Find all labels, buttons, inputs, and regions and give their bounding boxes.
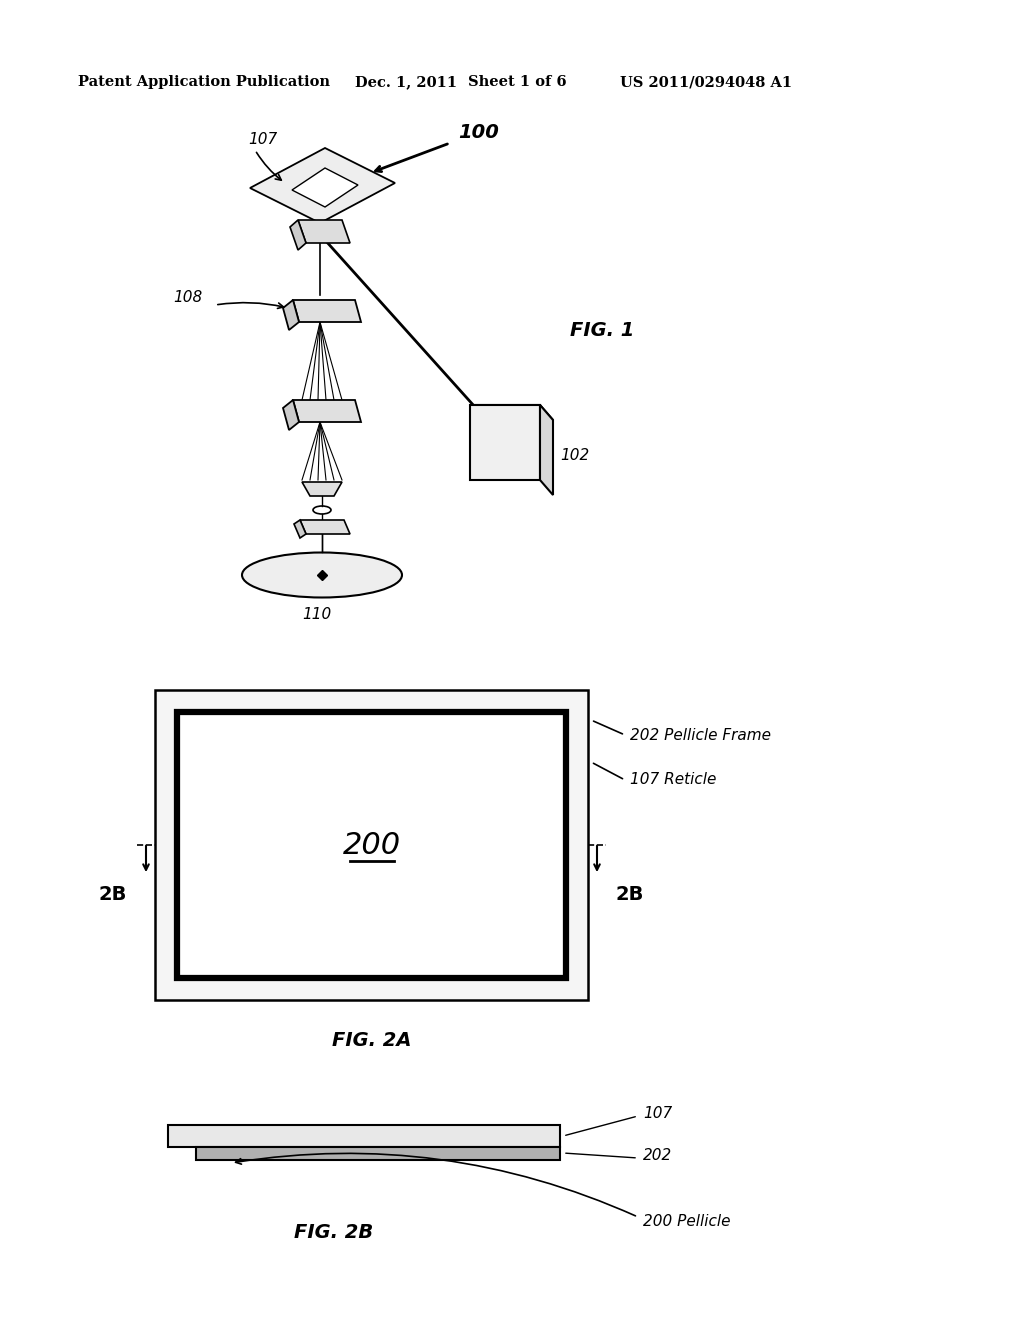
Text: 200 Pellicle: 200 Pellicle xyxy=(643,1214,730,1229)
Polygon shape xyxy=(290,220,306,249)
Polygon shape xyxy=(470,405,553,420)
Polygon shape xyxy=(470,405,540,480)
Text: 108: 108 xyxy=(173,290,202,305)
Text: FIG. 2B: FIG. 2B xyxy=(294,1222,374,1242)
Polygon shape xyxy=(540,405,553,495)
Bar xyxy=(155,690,588,1001)
Polygon shape xyxy=(250,148,395,223)
Polygon shape xyxy=(298,220,350,243)
Polygon shape xyxy=(302,482,342,496)
Text: Sheet 1 of 6: Sheet 1 of 6 xyxy=(468,75,566,88)
Text: 202: 202 xyxy=(643,1148,672,1163)
Polygon shape xyxy=(300,520,350,535)
Text: 107: 107 xyxy=(643,1106,672,1122)
Ellipse shape xyxy=(242,553,402,598)
Text: 107: 107 xyxy=(248,132,278,148)
Text: 2B: 2B xyxy=(615,886,644,904)
Polygon shape xyxy=(293,400,361,422)
Text: Dec. 1, 2011: Dec. 1, 2011 xyxy=(355,75,457,88)
Text: US 2011/0294048 A1: US 2011/0294048 A1 xyxy=(620,75,793,88)
Text: 102: 102 xyxy=(560,447,589,462)
Text: FIG. 2A: FIG. 2A xyxy=(332,1031,412,1049)
Text: FIG. 1: FIG. 1 xyxy=(570,321,635,339)
Text: 107 Reticle: 107 Reticle xyxy=(630,772,717,788)
Text: 110: 110 xyxy=(302,607,332,622)
Text: 100: 100 xyxy=(458,124,499,143)
Polygon shape xyxy=(283,300,299,330)
Bar xyxy=(177,711,566,978)
Text: 2B: 2B xyxy=(98,886,127,904)
Text: 200: 200 xyxy=(342,830,400,859)
Bar xyxy=(168,1125,560,1147)
Bar xyxy=(196,1147,560,1160)
Text: Patent Application Publication: Patent Application Publication xyxy=(78,75,330,88)
Text: 202 Pellicle Frame: 202 Pellicle Frame xyxy=(630,727,771,742)
Polygon shape xyxy=(293,300,361,322)
Polygon shape xyxy=(283,400,299,430)
Polygon shape xyxy=(294,520,306,539)
Polygon shape xyxy=(292,168,358,207)
